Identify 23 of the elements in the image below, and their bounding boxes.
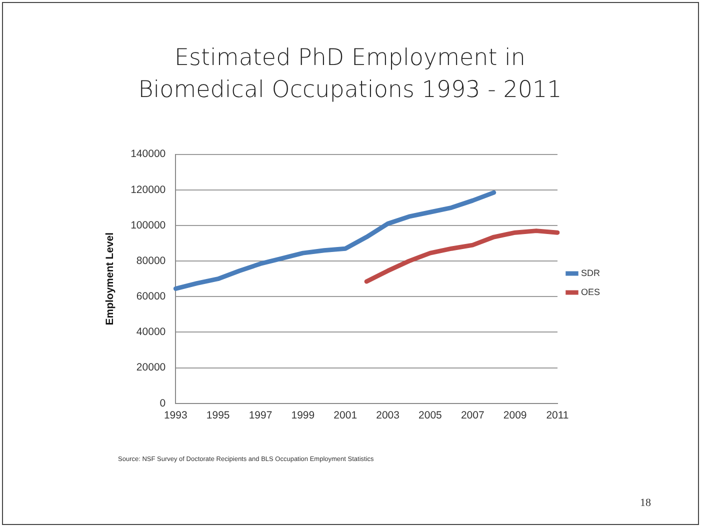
x-tick-label: 2001 — [334, 410, 358, 422]
y-tick-label: 140000 — [130, 148, 166, 160]
x-tick-label: 1999 — [291, 410, 315, 422]
y-tick-label: 120000 — [130, 184, 166, 196]
y-tick-label: 100000 — [130, 219, 166, 232]
x-tick-label: 1993 — [164, 410, 188, 422]
y-tick-label: 20000 — [136, 362, 166, 374]
x-tick-label: 2007 — [460, 410, 484, 422]
text: 18 — [640, 497, 651, 509]
y-tick-label: 60000 — [136, 290, 166, 303]
x-tick-label: 1997 — [248, 410, 272, 422]
legend-label: SDR — [580, 268, 600, 278]
x-tick-label: 2005 — [418, 410, 442, 422]
x-tick-label: 2011 — [546, 410, 569, 422]
y-tick-label: 40000 — [136, 326, 166, 338]
y-tick-label: 80000 — [136, 254, 166, 267]
legend-label: OES — [580, 286, 600, 297]
x-tick-label: 2009 — [503, 410, 527, 422]
chart-title: Estimated PhD Employment in Biomedical Occupations 1993 - 2011 — [137, 44, 563, 105]
x-tick-label: 1995 — [206, 410, 230, 422]
x-tick-label: 2003 — [376, 410, 400, 422]
y-axis-title: Employment Level — [104, 232, 116, 326]
y-tick-label: 0 — [160, 397, 166, 410]
